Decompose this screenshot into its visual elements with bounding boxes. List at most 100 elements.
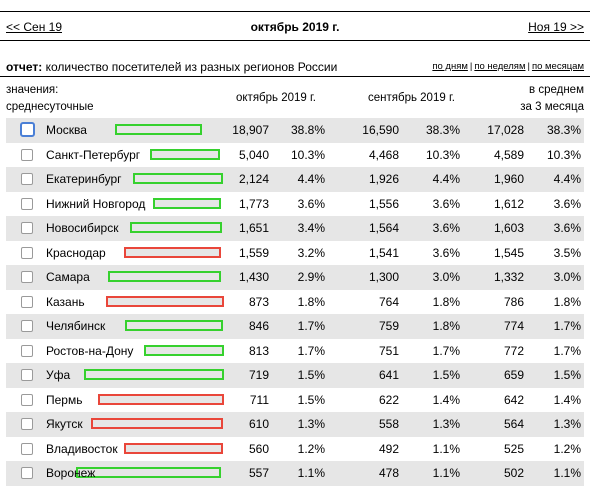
avg-value: 1,545	[493, 245, 524, 260]
oct-value: 18,907	[232, 123, 269, 137]
report-text: количество посетителей из разных регионо…	[42, 60, 338, 74]
oct-percent: 4.4%	[297, 172, 325, 186]
table-row: Нижний Новгород 1,773 3.6% 1,556 3.6% 1,612 3.…	[6, 192, 584, 217]
city-name: Самара	[46, 270, 90, 284]
row-checkbox[interactable]	[20, 122, 35, 137]
oct-value: 2,124	[238, 172, 269, 186]
avg-value: 642	[503, 392, 524, 407]
oct-percent: 3.6%	[297, 196, 325, 211]
city-name: Челябинск	[46, 319, 106, 333]
city-name: Нижний Новгород	[46, 196, 146, 211]
oct-value: 711	[249, 392, 269, 407]
row-checkbox[interactable]	[21, 442, 33, 455]
table-row: Владивосток 560 1.2% 492 1.1% 525 1.2%	[6, 437, 584, 462]
trend-bar-up	[153, 197, 221, 209]
city-name: Ростов-на-Дону	[46, 343, 134, 358]
table-row: Казань 873 1.8% 764 1.8% 786 1.8%	[6, 290, 584, 315]
row-checkbox[interactable]	[21, 295, 33, 308]
table-row: Санкт-Петербург 5,040 10.3% 4,468 10.3% 4,589…	[6, 143, 584, 168]
oct-value: 873	[248, 294, 269, 309]
regions-table: Москва 18,907 38.8% 16,590 38.3% 17,028 38.3% С…	[6, 118, 584, 486]
values-header: значения: среднесуточные	[6, 82, 94, 116]
sep-value: 641	[378, 368, 399, 382]
sep-percent: 3.6%	[432, 221, 460, 235]
avg-percent: 1.3%	[553, 417, 581, 431]
city-name: Москва	[46, 123, 87, 137]
avg-percent: 1.8%	[553, 294, 581, 309]
trend-bar-up	[133, 173, 223, 184]
sep-percent: 4.4%	[432, 172, 460, 186]
month-navigation: << Сен 19 октябрь 2019 г. Ноя 19 >>	[0, 11, 590, 41]
row-checkbox[interactable]	[21, 246, 33, 259]
city-name: Казань	[46, 294, 85, 309]
row-checkbox[interactable]	[21, 173, 33, 185]
avg-value: 659	[503, 368, 524, 382]
avg-percent: 1.1%	[553, 466, 581, 480]
row-checkbox[interactable]	[21, 418, 33, 430]
oct-value: 1,651	[238, 221, 269, 235]
oct-value: 560	[248, 441, 269, 456]
page-title: октябрь 2019 г.	[250, 20, 340, 34]
row-checkbox[interactable]	[21, 320, 33, 332]
oct-percent: 1.5%	[297, 368, 325, 382]
next-month-link[interactable]: Ноя 19 >>	[528, 20, 584, 34]
trend-bar-up	[76, 467, 221, 478]
sep-percent: 3.0%	[432, 270, 460, 284]
row-checkbox[interactable]	[21, 393, 33, 406]
oct-percent: 1.8%	[297, 294, 325, 309]
trend-bar-up	[150, 148, 220, 160]
city-name: Краснодар	[46, 245, 106, 260]
column-header-september: сентябрь 2019 г.	[368, 92, 455, 104]
oct-value: 1,773	[238, 196, 269, 211]
avg-percent: 38.3%	[546, 123, 581, 137]
oct-value: 557	[248, 466, 269, 480]
oct-percent: 1.1%	[297, 466, 325, 480]
mode-by-weeks-link[interactable]: по неделям	[474, 61, 526, 72]
oct-value: 610	[248, 417, 269, 431]
oct-value: 846	[248, 319, 269, 333]
oct-percent: 3.4%	[297, 221, 325, 235]
trend-bar-up	[130, 222, 222, 233]
sep-value: 759	[378, 319, 399, 333]
column-header-october: октябрь 2019 г.	[236, 92, 316, 104]
row-checkbox[interactable]	[21, 197, 33, 210]
table-row: Самара 1,430 2.9% 1,300 3.0% 1,332 3.0%	[6, 265, 584, 290]
trend-bar-up	[144, 344, 224, 356]
sep-value: 4,468	[368, 147, 399, 162]
avg-value: 564	[503, 417, 524, 431]
trend-bar-down	[91, 418, 223, 429]
row-checkbox[interactable]	[21, 369, 33, 381]
prev-month-link[interactable]: << Сен 19	[6, 20, 62, 34]
mode-by-days-link[interactable]: по дням	[432, 61, 468, 72]
avg-value: 1,603	[493, 221, 524, 235]
column-header-average-line2: за 3 месяца	[520, 101, 584, 113]
sep-percent: 1.4%	[432, 392, 460, 407]
sep-percent: 1.1%	[432, 466, 460, 480]
row-checkbox[interactable]	[21, 467, 33, 479]
sep-value: 751	[378, 343, 399, 358]
sep-value: 492	[378, 441, 399, 456]
avg-percent: 3.6%	[553, 196, 581, 211]
trend-bar-up	[125, 320, 223, 331]
mode-by-months-link[interactable]: по месяцам	[531, 61, 584, 72]
city-name: Санкт-Петербург	[46, 147, 141, 162]
row-checkbox[interactable]	[21, 148, 33, 161]
avg-percent: 3.6%	[553, 221, 581, 235]
city-name: Воронеж	[46, 466, 96, 480]
oct-value: 813	[248, 343, 269, 358]
row-checkbox[interactable]	[21, 344, 33, 357]
avg-value: 502	[503, 466, 524, 480]
table-row: Воронеж 557 1.1% 478 1.1% 502 1.1%	[6, 461, 584, 486]
table-row: Москва 18,907 38.8% 16,590 38.3% 17,028 38.3%	[6, 118, 584, 143]
city-name: Екатеринбург	[46, 172, 122, 186]
sep-percent: 3.6%	[432, 196, 460, 211]
trend-bar-up	[84, 369, 224, 380]
oct-percent: 1.5%	[297, 392, 325, 407]
sep-percent: 3.6%	[432, 245, 460, 260]
sep-value: 1,541	[368, 245, 399, 260]
values-header-line2: среднесуточные	[6, 101, 94, 113]
oct-percent: 1.7%	[297, 319, 325, 333]
row-checkbox[interactable]	[21, 222, 33, 234]
report-label: отчет:	[6, 60, 43, 74]
row-checkbox[interactable]	[21, 271, 33, 283]
